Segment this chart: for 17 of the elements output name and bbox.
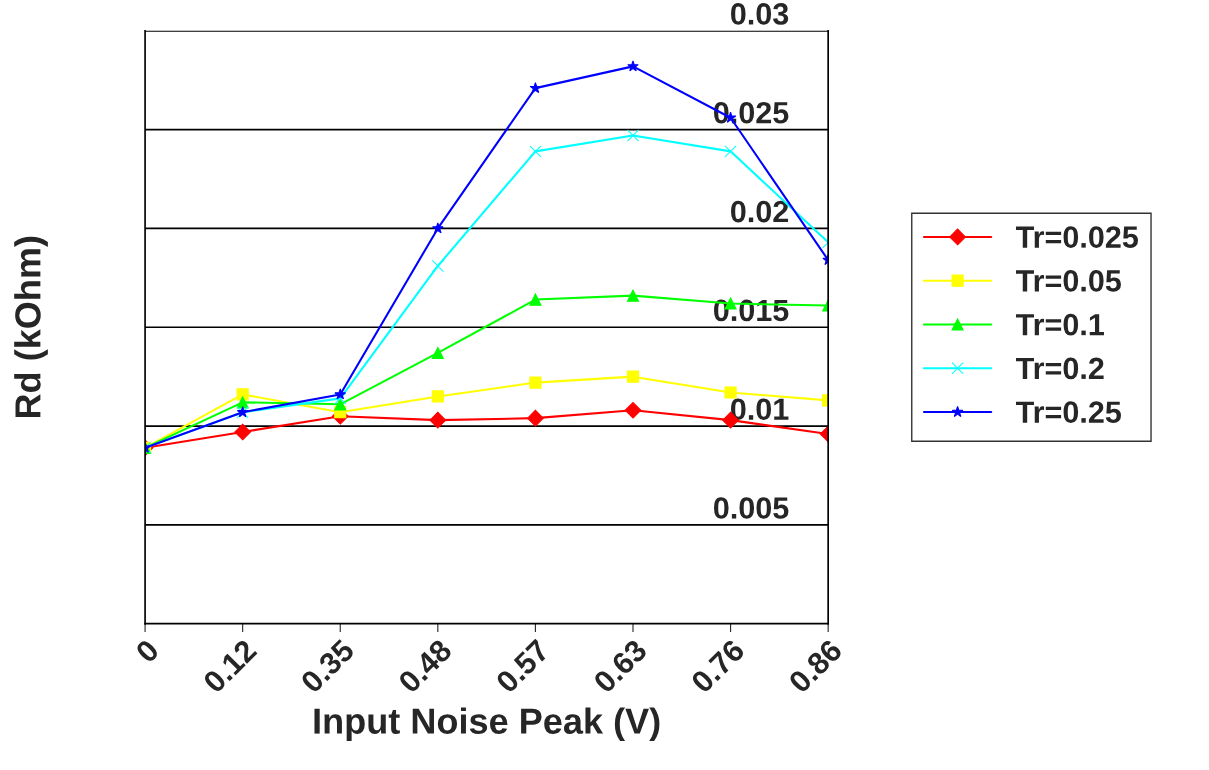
x-tick-label: 0.86 xyxy=(787,638,844,694)
y-tick-label: 0.03 xyxy=(731,3,789,25)
x-tick-label: 0.48 xyxy=(397,638,454,694)
legend-label: Tr=0.05 xyxy=(1015,270,1121,292)
y-tick-label: 0.02 xyxy=(731,200,789,223)
y-tick-label: 0.005 xyxy=(714,497,789,519)
y-tick-label: 0.01 xyxy=(731,398,789,421)
x-tick-label: 0.12 xyxy=(202,638,258,694)
legend-label: Tr=0.025 xyxy=(1015,226,1138,248)
x-tick-label: 0.76 xyxy=(689,638,746,694)
x-tick-label: 0.63 xyxy=(592,638,649,694)
legend-label: Tr=0.1 xyxy=(1015,313,1104,336)
x-axis-title: Input Noise Peak (V) xyxy=(314,707,660,742)
x-tick-label: 0 xyxy=(134,638,161,664)
legend-label: Tr=0.2 xyxy=(1015,357,1104,380)
y-axis-title: Rd (kOhm) xyxy=(14,236,48,418)
legend-label: Tr=0.25 xyxy=(1015,401,1121,423)
